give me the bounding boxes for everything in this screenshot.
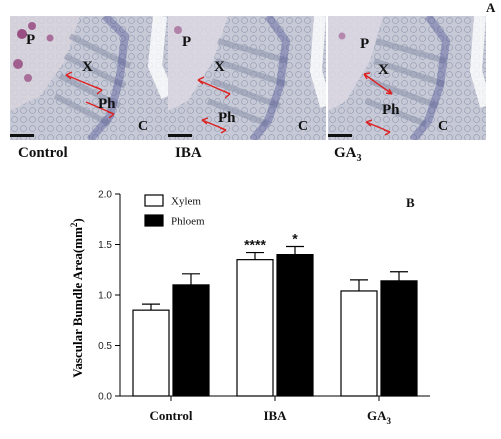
- bar-chart: Vascular Bumdle Area(mm2) 0.0 0.5 1.0 1.5 2.…: [69, 190, 430, 426]
- label-c: C: [138, 119, 148, 134]
- legend-label-phloem: Phloem: [171, 216, 205, 228]
- caption-iba: IBA: [175, 145, 202, 161]
- label-p: P: [26, 32, 35, 48]
- bar-xylem-ga3: [340, 290, 378, 397]
- label-c: C: [298, 119, 308, 134]
- legend-swatch-xylem: [144, 194, 164, 207]
- x-tick-label: IBA: [263, 408, 287, 423]
- y-axis-title: Vascular Bumdle Area(mm2): [69, 218, 85, 378]
- label-x: X: [214, 59, 225, 75]
- label-ph: Ph: [218, 110, 236, 126]
- y-tick-label: 0.0: [98, 392, 112, 403]
- bar-phloem-control: [172, 284, 210, 397]
- label-p: P: [182, 34, 191, 50]
- significance-mark: ****: [244, 237, 266, 253]
- y-tick-label: 2.0: [98, 190, 112, 201]
- micrograph-control: P X Ph C: [10, 16, 168, 140]
- micrograph-iba: P X Ph C: [168, 16, 326, 140]
- y-tick-label: 0.5: [98, 341, 112, 352]
- panel-a-letter: A: [486, 0, 496, 15]
- bar-xylem-control: [132, 309, 170, 397]
- legend-swatch-phloem: [144, 214, 164, 227]
- label-x: X: [82, 59, 93, 75]
- bar-phloem-ga3: [380, 280, 418, 397]
- bar-phloem-iba: [276, 253, 314, 397]
- caption-ga3: GA3: [334, 145, 362, 164]
- label-ph: Ph: [98, 96, 116, 112]
- label-x: X: [378, 62, 389, 78]
- y-tick-label: 1.0: [98, 291, 112, 302]
- panel-b-letter: B: [406, 195, 415, 210]
- micrograph-ga3: P X Ph C: [328, 16, 486, 140]
- label-c: C: [438, 119, 448, 134]
- bar-xylem-iba: [236, 259, 274, 397]
- x-tick-label: GA3: [367, 408, 392, 426]
- x-tick-label: Control: [149, 408, 192, 423]
- label-ph: Ph: [382, 102, 400, 118]
- y-tick-label: 1.5: [98, 240, 112, 251]
- label-p: P: [360, 36, 369, 52]
- caption-control: Control: [18, 145, 68, 161]
- significance-mark: *: [292, 231, 298, 247]
- legend-label-xylem: Xylem: [171, 196, 201, 208]
